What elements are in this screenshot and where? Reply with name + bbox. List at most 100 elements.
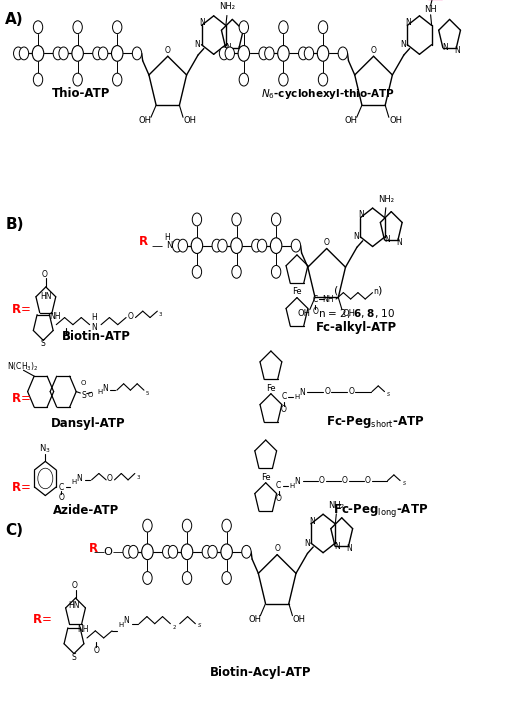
Text: $\mathbf{R}$=: $\mathbf{R}$= <box>32 613 52 626</box>
Text: O: O <box>114 23 120 32</box>
Text: NH₂: NH₂ <box>219 2 235 11</box>
Text: O: O <box>312 308 318 316</box>
Text: S: S <box>71 653 77 661</box>
Text: O: O <box>75 23 81 32</box>
Text: OH: OH <box>248 614 261 624</box>
Text: S: S <box>41 340 46 348</box>
Circle shape <box>168 545 178 558</box>
Circle shape <box>191 238 203 253</box>
Text: O: O <box>94 49 101 58</box>
Text: O: O <box>75 75 81 84</box>
Text: OH: OH <box>342 308 355 318</box>
Text: OH: OH <box>344 116 357 125</box>
Text: NH₂: NH₂ <box>328 501 344 510</box>
Circle shape <box>163 545 172 558</box>
Text: P: P <box>242 49 246 58</box>
Circle shape <box>222 572 231 585</box>
Text: O: O <box>293 241 299 250</box>
Text: O: O <box>233 267 240 276</box>
Text: $_3$: $_3$ <box>137 473 142 481</box>
Text: HN: HN <box>40 292 52 301</box>
Text: O: O <box>81 380 86 386</box>
Circle shape <box>338 47 348 60</box>
Text: $^S$: $^S$ <box>197 622 202 631</box>
Text: O: O <box>320 75 326 84</box>
Text: O: O <box>324 387 330 396</box>
Text: O: O <box>127 312 133 320</box>
Circle shape <box>257 239 267 252</box>
Text: N: N <box>442 43 449 52</box>
Circle shape <box>14 47 23 60</box>
Text: $_5$: $_5$ <box>145 389 150 398</box>
Text: P: P <box>234 241 239 250</box>
Circle shape <box>270 238 282 253</box>
Circle shape <box>93 47 102 60</box>
Text: Fc-Peg$_{\mathrm{short}}$-ATP: Fc-Peg$_{\mathrm{short}}$-ATP <box>326 414 425 429</box>
Text: $_2$: $_2$ <box>171 623 177 632</box>
Text: N(CH$_3$)$_2$: N(CH$_3$)$_2$ <box>7 360 38 373</box>
Circle shape <box>252 239 261 252</box>
Circle shape <box>271 213 281 226</box>
Text: Fe: Fe <box>266 384 276 392</box>
Circle shape <box>59 47 68 60</box>
Text: O: O <box>35 75 41 84</box>
Text: N: N <box>237 46 243 55</box>
Text: (: ( <box>334 286 338 295</box>
Text: $_3$: $_3$ <box>158 310 164 319</box>
Text: $\mathbf{R}$=: $\mathbf{R}$= <box>11 392 31 405</box>
Text: P: P <box>281 49 286 58</box>
Text: C: C <box>281 392 287 401</box>
Text: O: O <box>144 573 151 582</box>
Text: O: O <box>58 493 64 502</box>
Circle shape <box>32 46 44 61</box>
Text: O: O <box>370 46 377 55</box>
Circle shape <box>212 239 221 252</box>
Text: ): ) <box>377 286 381 295</box>
Text: N: N <box>166 241 172 250</box>
Circle shape <box>98 47 108 60</box>
Text: O: O <box>88 392 93 398</box>
Circle shape <box>129 545 138 558</box>
Text: NH₂: NH₂ <box>378 194 394 204</box>
Text: N: N <box>194 40 200 49</box>
Text: O: O <box>280 23 287 32</box>
Circle shape <box>192 266 202 278</box>
Circle shape <box>232 213 241 226</box>
Text: N: N <box>102 384 108 392</box>
Text: S: S <box>241 23 246 32</box>
Circle shape <box>182 572 192 585</box>
Text: O: O <box>71 581 78 590</box>
Circle shape <box>132 47 142 60</box>
Text: Fc-alkyl-ATP: Fc-alkyl-ATP <box>316 321 398 334</box>
Text: n: n <box>374 287 379 295</box>
Text: C: C <box>59 483 64 491</box>
Text: H: H <box>72 479 77 485</box>
Text: P: P <box>36 49 40 58</box>
Text: Fe: Fe <box>292 288 302 296</box>
Circle shape <box>172 239 182 252</box>
Circle shape <box>225 47 234 60</box>
Circle shape <box>218 239 227 252</box>
Text: OH: OH <box>389 116 402 125</box>
Circle shape <box>232 266 241 278</box>
Text: P: P <box>321 49 325 58</box>
Text: N: N <box>334 542 341 550</box>
Text: O: O <box>221 49 227 58</box>
Text: H: H <box>119 622 124 628</box>
Text: O: O <box>340 49 346 58</box>
Text: NH: NH <box>49 312 61 321</box>
Text: O: O <box>324 239 330 247</box>
Circle shape <box>222 519 231 532</box>
Text: O: O <box>204 548 210 556</box>
Text: H
N: H N <box>91 313 97 333</box>
Text: N: N <box>384 236 390 244</box>
Text: $\mathit{N}_6$-cyclohexyl-thio-ATP: $\mathit{N}_6$-cyclohexyl-thio-ATP <box>261 87 395 101</box>
Text: H: H <box>294 394 300 399</box>
Text: H: H <box>289 483 294 488</box>
Circle shape <box>113 73 122 86</box>
Text: O: O <box>184 521 190 530</box>
Circle shape <box>242 545 251 558</box>
Text: N: N <box>400 40 406 49</box>
Text: $^S$: $^S$ <box>386 392 391 397</box>
Text: P: P <box>76 49 80 58</box>
